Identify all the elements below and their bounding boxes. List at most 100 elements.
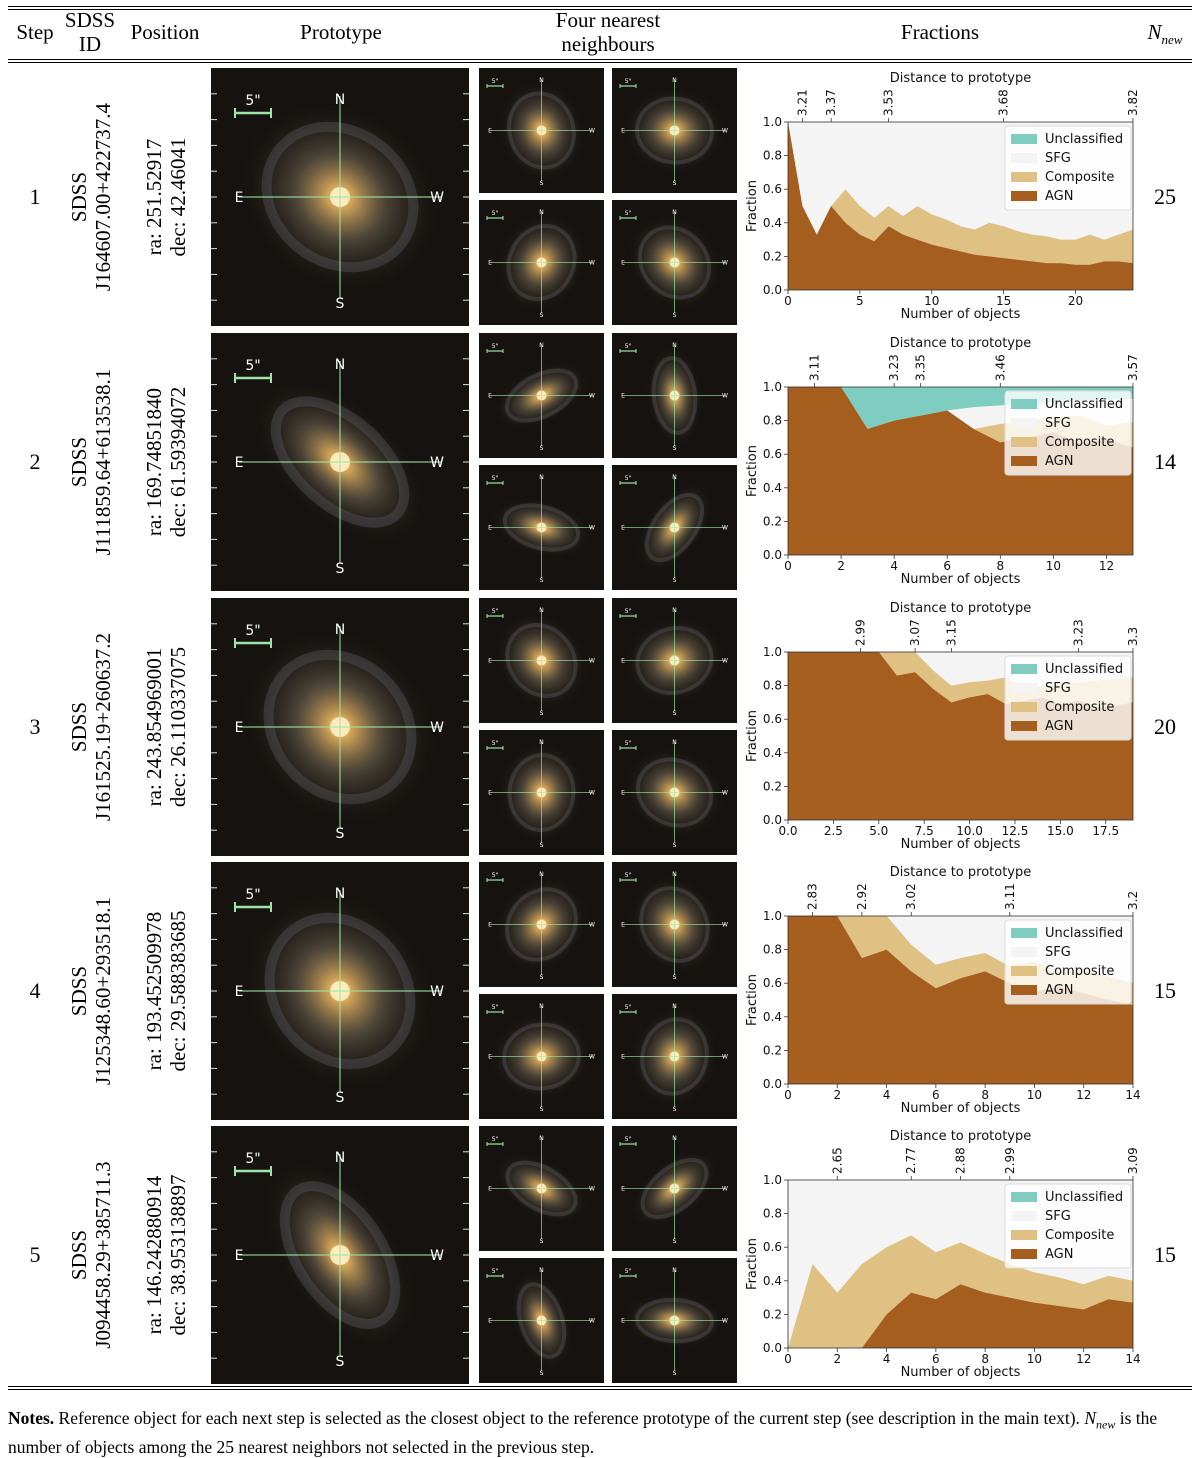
west-label: W — [722, 1318, 728, 1325]
legend-agn-swatch — [1011, 985, 1037, 995]
south-label: S — [673, 710, 677, 717]
north-label: N — [672, 474, 677, 481]
north-label: N — [672, 1267, 677, 1274]
position: ra: 146.242880914 dec: 38.953138897 — [142, 1175, 190, 1336]
x-tick-label: 8 — [981, 1088, 989, 1102]
dec-value: dec: 38.953138897 — [166, 1174, 190, 1336]
legend-unclassified-swatch — [1011, 399, 1037, 409]
neighbour-galaxy-svg: 5" N S E W — [479, 994, 604, 1119]
header-nnew: Nnew — [1147, 20, 1183, 48]
legend-box — [1004, 919, 1132, 1005]
neighbour-image: 5" N S E W — [612, 200, 737, 325]
scale-label: 5" — [625, 1268, 632, 1275]
x-tick-label: 4 — [883, 1352, 891, 1366]
south-label: S — [336, 826, 345, 842]
legend-sfg-label: SFG — [1045, 416, 1071, 431]
nnew-value: 25 — [1154, 184, 1176, 209]
x-tick-label: 0 — [784, 559, 792, 573]
distance-tick-label: 2.92 — [855, 883, 869, 910]
x-tick-label: 6 — [932, 1352, 940, 1366]
x-tick-label: 8 — [996, 559, 1004, 573]
legend-agn-swatch — [1011, 191, 1037, 201]
north-label: N — [672, 77, 677, 84]
sdss-id: SDSS J125348.60+293518.1 — [67, 897, 115, 1085]
dec-value: dec: 42.46041 — [166, 137, 190, 257]
x-tick-label: 15.0 — [1047, 824, 1074, 838]
legend-unclassified-swatch — [1011, 928, 1037, 938]
neighbour-image: 5" N S E W — [479, 1258, 604, 1383]
nnew-value: 15 — [1154, 1242, 1176, 1267]
east-label: E — [621, 790, 625, 797]
east-label: E — [235, 455, 244, 471]
north-label: N — [539, 1003, 544, 1010]
west-label: W — [722, 260, 728, 267]
y-tick-label: 0.4 — [763, 746, 782, 760]
position: ra: 193.452509978 dec: 29.588383685 — [142, 911, 190, 1072]
dec-value: dec: 26.110337075 — [166, 646, 190, 808]
legend-box — [1004, 390, 1132, 476]
y-tick-label: 0.6 — [763, 447, 782, 461]
y-tick-label: 0.0 — [763, 1077, 782, 1091]
east-label: E — [488, 1186, 492, 1193]
north-label: N — [672, 209, 677, 216]
scale-label: 5" — [492, 343, 499, 350]
sdss-id-line1: SDSS — [67, 436, 91, 488]
x-tick-label: 14 — [1125, 1352, 1140, 1366]
west-label: W — [589, 393, 595, 400]
east-label: E — [488, 393, 492, 400]
x-tick-label: 6 — [943, 559, 951, 573]
sdss-id-line2: J161525.19+260637.2 — [91, 632, 115, 822]
east-label: E — [488, 1318, 492, 1325]
east-label: E — [621, 922, 625, 929]
scale-label: 5" — [492, 78, 499, 85]
x-tick-label: 2 — [833, 1088, 841, 1102]
x-tick-label: 12 — [1076, 1352, 1091, 1366]
y-tick-label: 0.8 — [763, 943, 782, 957]
legend-unclassified-swatch — [1011, 664, 1037, 674]
legend-unclassified-label: Unclassified — [1045, 662, 1123, 677]
distance-tick-label: 3.57 — [1126, 354, 1140, 381]
west-label: W — [589, 1186, 595, 1193]
axes-frame — [787, 386, 1134, 556]
distance-tick-label: 3.21 — [795, 89, 809, 116]
legend-agn-swatch — [1011, 456, 1037, 466]
south-label: S — [540, 312, 544, 319]
legend-sfg-swatch — [1011, 683, 1037, 693]
scale-label: 5" — [245, 93, 260, 109]
distance-tick-label: 3.23 — [1072, 619, 1086, 646]
south-label: S — [336, 1090, 345, 1106]
y-tick-label: 0.0 — [763, 1341, 782, 1355]
west-label: W — [589, 658, 595, 665]
west-label: W — [589, 260, 595, 267]
north-label: N — [672, 607, 677, 614]
y-tick-label: 0.8 — [763, 414, 782, 428]
neighbour-galaxy-svg: 5" N S E W — [479, 200, 604, 325]
y-tick-label: 0.0 — [763, 548, 782, 562]
north-label: N — [539, 342, 544, 349]
ra-value: ra: 243.854969001 — [142, 647, 166, 807]
legend-agn-label: AGN — [1045, 189, 1073, 204]
east-label: E — [621, 393, 625, 400]
legend-agn-label: AGN — [1045, 454, 1073, 469]
legend-composite-swatch — [1011, 437, 1037, 447]
dec-value: dec: 61.59394072 — [166, 386, 190, 538]
agn-area — [788, 387, 1133, 555]
step-number: 2 — [29, 449, 41, 474]
east-label: E — [621, 525, 625, 532]
neighbour-image: 5" N S E W — [612, 994, 737, 1119]
distance-tick-label: 2.83 — [806, 883, 820, 910]
distance-tick-label: 3.07 — [908, 619, 922, 646]
notes-nnew-symbol: N — [1084, 1408, 1096, 1428]
east-label: E — [621, 1054, 625, 1061]
distance-tick-label: 3.35 — [914, 354, 928, 381]
neighbour-galaxy-svg: 5" N S E W — [479, 862, 604, 987]
y-axis-label: Fraction — [745, 445, 760, 497]
neighbour-image: 5" N S E W — [479, 1126, 604, 1251]
east-label: E — [235, 1248, 244, 1264]
north-label: N — [335, 622, 345, 638]
south-label: S — [540, 710, 544, 717]
north-label: N — [335, 1150, 345, 1166]
header-neighbours: Four nearest neighbours — [555, 8, 661, 56]
distance-tick-label: 3.46 — [993, 354, 1007, 381]
distance-tick-label: 2.88 — [954, 1147, 968, 1174]
